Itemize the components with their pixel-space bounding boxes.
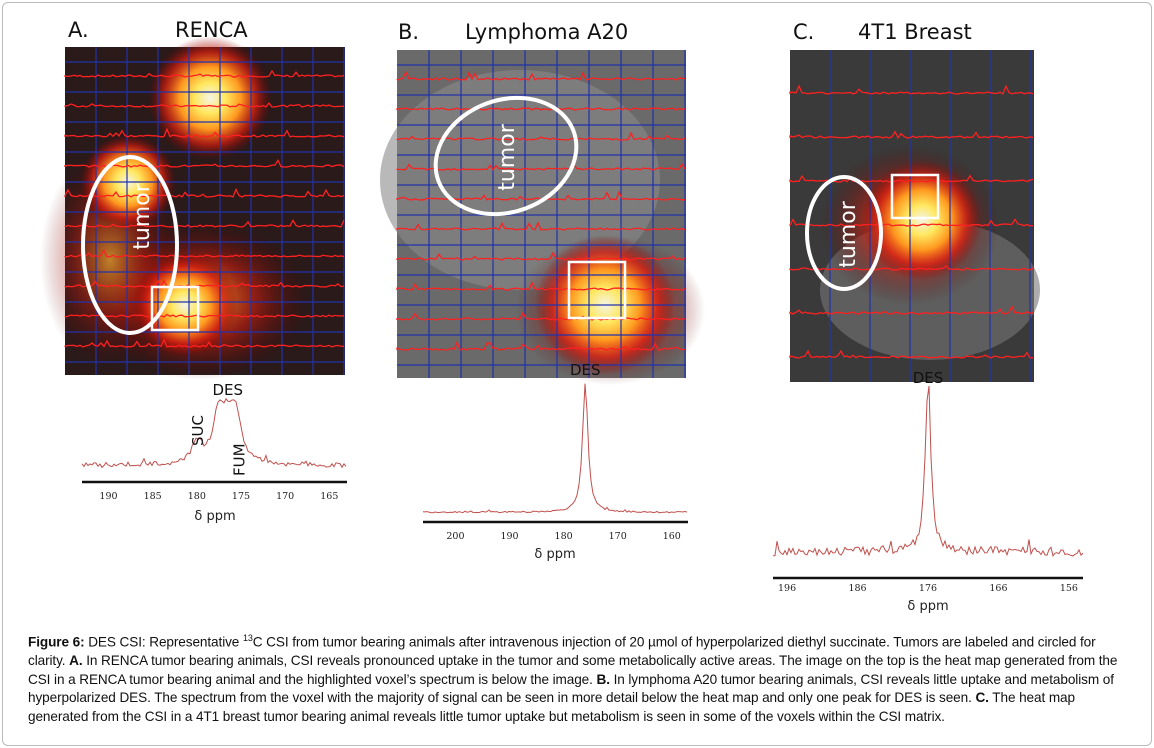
tumor-outline [805,175,883,291]
voxel-spectrum-trace [789,349,1034,359]
voxel-highlight [567,260,627,320]
voxel-spectrum-trace [396,107,686,111]
voxel-spectrum-trace [789,130,1034,140]
voxel-spectrum-trace [64,338,345,348]
panel-b-tumor-label: tumor [494,124,520,191]
spectrum-line [81,397,347,469]
caption-superscript: 13 [242,633,253,643]
caption-panel-c: C. [975,690,989,706]
tick-label: 176 [919,583,937,594]
voxel-spectrum-trace [64,102,345,108]
spectrum-line [772,385,1084,558]
voxel-spectrum-trace [64,279,345,289]
peak-label-des: DES [570,361,601,379]
caption-panel-b: B. [596,671,610,687]
tick-label: 190 [500,531,518,542]
tick-label: 170 [609,531,627,542]
tick-label: 185 [144,491,162,502]
panel-b-title: Lymphoma A20 [465,20,629,44]
voxel-spectrum-trace [789,264,1034,271]
panel-c-heatmap [789,50,1040,382]
peak-label-des: DES [212,381,243,399]
caption-panel-a: A. [69,653,83,669]
tick-label: 196 [778,583,796,594]
figure-artwork: 190 185 180 175 170 165 δ ppm DES SUC FUM 200 190 18… [40,36,1084,614]
panel-b-heatmap [380,50,705,385]
tick-label: 186 [848,583,866,594]
spectrum-line [422,383,688,514]
voxel-spectrum-trace [396,340,686,351]
tick-label: 160 [663,531,681,542]
tick-label: 180 [188,491,206,502]
peak-label-des: DES [913,369,944,387]
voxel-highlight [890,173,940,220]
tick-label: 156 [1060,583,1078,594]
panel-b-letter: B. [398,20,420,44]
peak-label-suc: SUC [189,415,207,446]
x-axis-label: δ ppm [534,547,575,562]
voxel-spectrum-trace [396,162,686,171]
caption-text: The heat map generated from the CSI in a… [28,690,1075,724]
panel-c-tumor-label: tumor [835,201,861,268]
voxel-spectrum-trace [64,187,345,198]
panel-a-tumor-label: tumor [129,183,155,250]
tick-label: 190 [99,491,117,502]
tick-label: 180 [555,531,573,542]
tumor-outline [433,95,579,217]
voxel-spectrum-trace [789,218,1034,227]
panel-c-title: 4T1 Breast [858,20,972,44]
voxel-spectrum-trace [789,305,1034,315]
tick-label: 170 [276,491,294,502]
tick-label: 175 [232,491,250,502]
voxel-highlight [150,285,200,332]
panel-a-letter: A. [68,18,89,42]
voxel-spectrum-trace [396,311,686,321]
caption-figure-number: Figure 6: [28,634,85,650]
panel-c-letter: C. [793,20,815,44]
voxel-spectrum-trace [396,281,686,291]
tumor-outline [81,155,179,335]
tick-label: 165 [320,491,338,502]
voxel-spectrum-trace [789,84,1034,95]
voxel-spectrum-trace [64,219,345,228]
voxel-spectrum-trace [396,70,686,81]
voxel-spectrum-trace [396,190,686,201]
tick-label: 200 [446,531,464,542]
voxel-spectrum-trace [64,127,345,138]
x-axis-label: δ ppm [907,599,948,614]
voxel-spectrum-trace [64,69,345,78]
peak-label-fum: FUM [231,443,249,476]
figure-caption: Figure 6: DES CSI: Representative 13C CS… [28,629,1128,727]
voxel-spectrum-trace [396,251,686,261]
voxel-spectrum-trace [396,221,686,231]
caption-text: In RENCA tumor bearing animals, CSI reve… [28,653,1118,687]
caption-text: In lymphoma A20 tumor bearing animals, C… [28,671,1114,706]
caption-text: DES CSI: Representative [84,634,243,650]
voxel-spectrum-trace [64,248,345,258]
caption-text: C CSI from tumor bearing animals after i… [28,634,1096,669]
tick-label: 166 [989,583,1007,594]
x-axis-label: δ ppm [194,509,235,524]
panel-a-heatmap [40,36,345,380]
voxel-spectrum-trace [64,313,345,318]
